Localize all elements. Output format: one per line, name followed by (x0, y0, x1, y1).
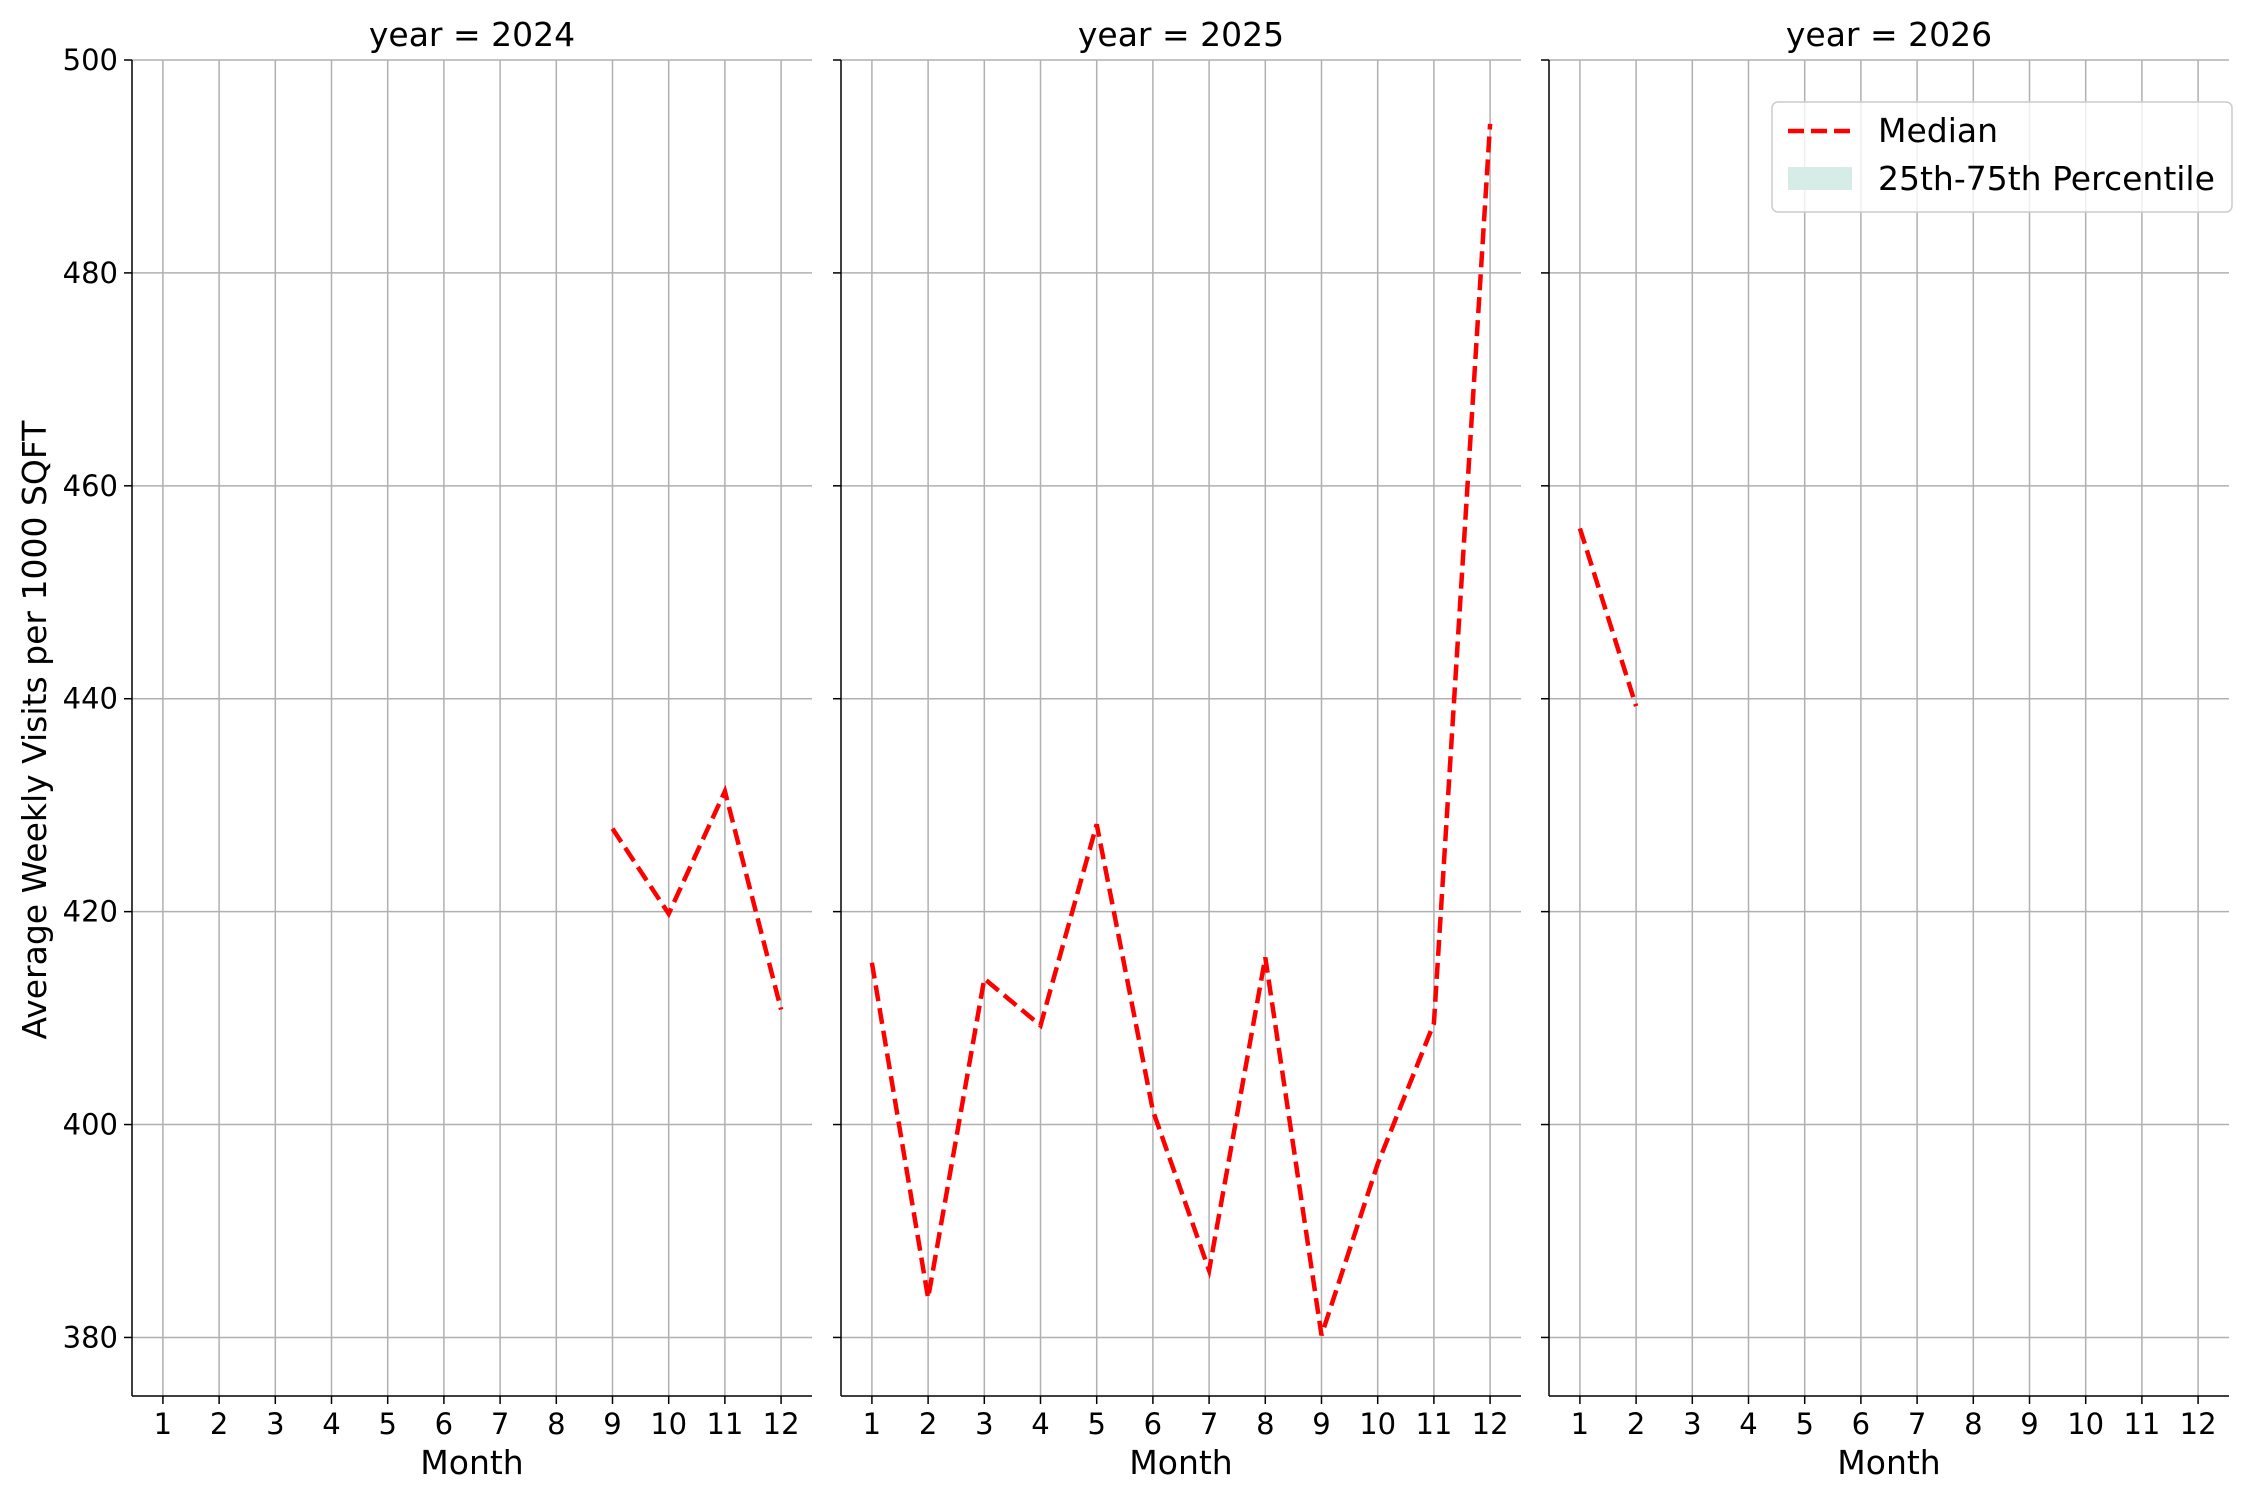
x-tick-label: 12 (2180, 1407, 2217, 1441)
median-line (610, 784, 784, 1011)
panel-title: year = 2025 (1078, 15, 1284, 54)
x-axis-title: Month (420, 1443, 523, 1482)
y-tick-label: 400 (63, 1108, 118, 1142)
y-tick-label: 460 (63, 469, 118, 503)
x-tick-label: 2 (919, 1407, 937, 1441)
x-tick-label: 10 (1359, 1407, 1396, 1441)
x-tick-label: 6 (1144, 1407, 1162, 1441)
panel-1: 1 2 3 4 5 6 7 8 9 10 11 12380400420440460480500year… (63, 15, 812, 1482)
legend-percentile-label: 25th-75th Percentile (1878, 159, 2215, 198)
x-tick-label: 8 (1964, 1407, 1982, 1441)
x-tick-label: 8 (1256, 1407, 1274, 1441)
x-tick-label: 12 (1472, 1407, 1509, 1441)
x-tick-label: 1 (1571, 1407, 1589, 1441)
x-tick-label: 4 (322, 1407, 340, 1441)
x-axis-title: Month (1129, 1443, 1232, 1482)
x-tick-label: 7 (491, 1407, 509, 1441)
legend-median-label: Median (1878, 111, 1998, 150)
panel-title: year = 2026 (1786, 15, 1992, 54)
y-axis-title: Average Weekly Visits per 1000 SQFT (15, 420, 54, 1040)
x-tick-label: 5 (378, 1407, 396, 1441)
x-tick-label: 3 (1683, 1407, 1701, 1441)
x-tick-label: 5 (1087, 1407, 1105, 1441)
x-tick-label: 11 (2123, 1407, 2160, 1441)
x-tick-label: 11 (1415, 1407, 1452, 1441)
x-tick-label: 8 (547, 1407, 565, 1441)
x-tick-label: 2 (1627, 1407, 1645, 1441)
x-tick-label: 6 (1852, 1407, 1870, 1441)
x-tick-label: 4 (1031, 1407, 1049, 1441)
y-tick-label: 440 (63, 682, 118, 716)
x-tick-label: 2 (210, 1407, 228, 1441)
median-line (869, 123, 1493, 1337)
x-tick-label: 7 (1200, 1407, 1218, 1441)
x-tick-label: 1 (863, 1407, 881, 1441)
x-tick-label: 3 (975, 1407, 993, 1441)
x-tick-label: 12 (763, 1407, 800, 1441)
x-tick-label: 5 (1795, 1407, 1813, 1441)
panels: 1 2 3 4 5 6 7 8 9 10 11 12380400420440460480500year… (63, 15, 2229, 1482)
x-tick-label: 1 (154, 1407, 172, 1441)
panel-title: year = 2024 (369, 15, 575, 54)
x-tick-label: 4 (1739, 1407, 1757, 1441)
x-tick-label: 3 (266, 1407, 284, 1441)
x-tick-label: 10 (650, 1407, 687, 1441)
x-tick-label: 11 (706, 1407, 743, 1441)
y-tick-label: 480 (63, 256, 118, 290)
legend: Median 25th-75th Percentile (1771, 101, 2233, 213)
x-axis-title: Month (1837, 1443, 1940, 1482)
legend-percentile-swatch (1788, 167, 1852, 190)
x-tick-label: 10 (2067, 1407, 2104, 1441)
x-tick-label: 9 (1312, 1407, 1330, 1441)
x-tick-label: 7 (1908, 1407, 1926, 1441)
x-tick-label: 9 (2020, 1407, 2038, 1441)
x-tick-label: 9 (603, 1407, 621, 1441)
x-tick-label: 6 (435, 1407, 453, 1441)
y-tick-label: 380 (63, 1320, 118, 1354)
legend-frame (1771, 101, 2233, 213)
y-tick-label: 500 (63, 43, 118, 77)
median-line (1577, 527, 1639, 707)
y-tick-label: 420 (63, 895, 118, 929)
